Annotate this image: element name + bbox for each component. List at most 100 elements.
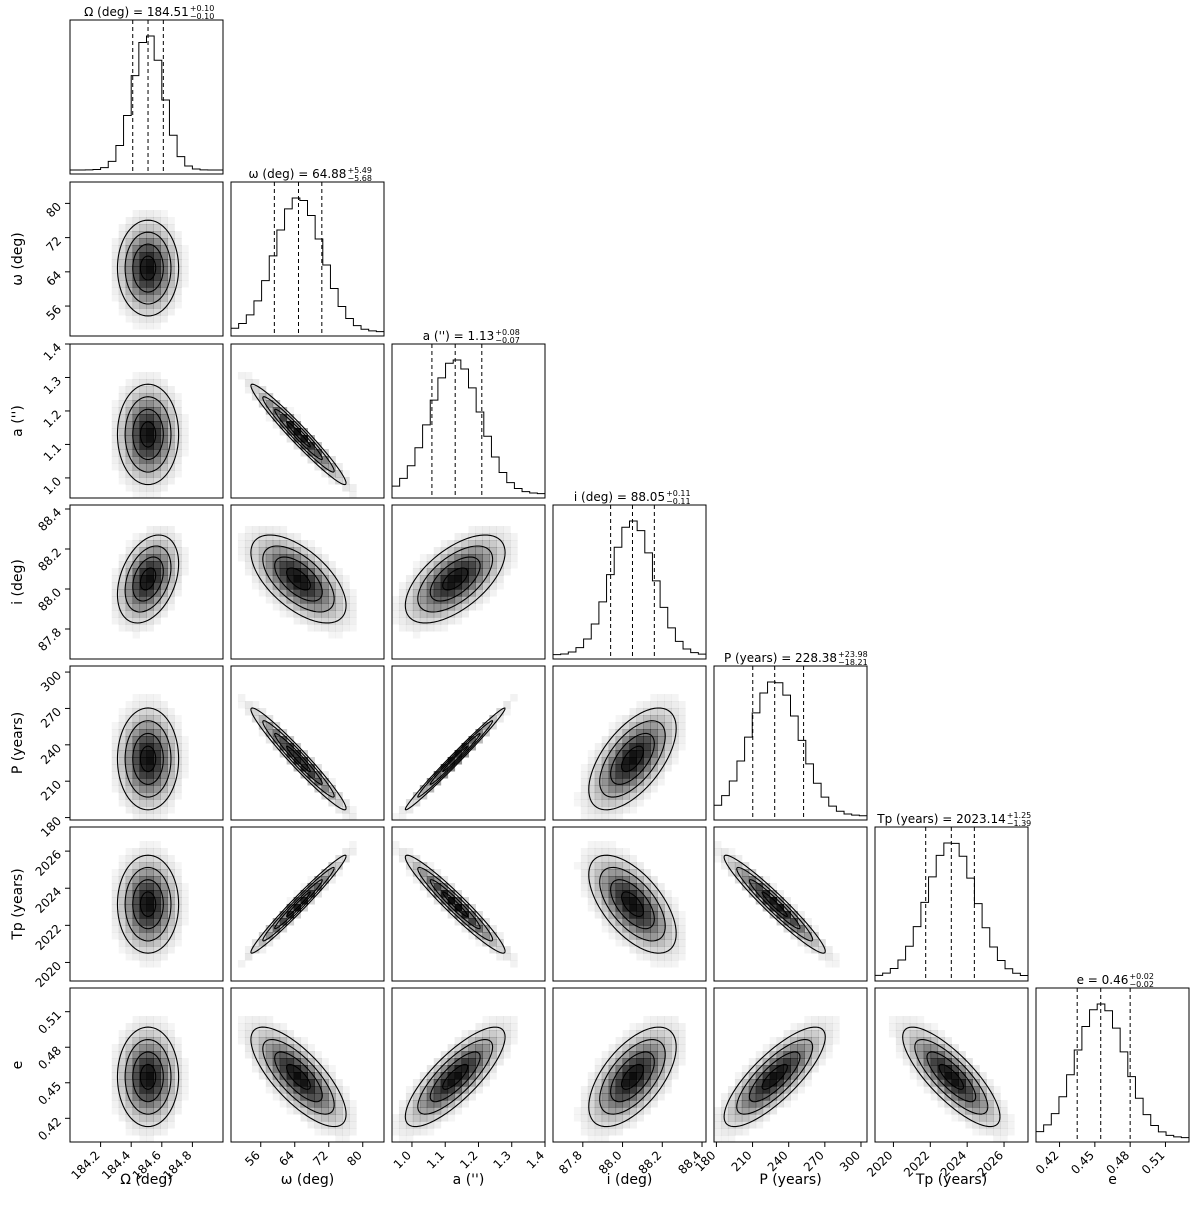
- density-block: [321, 876, 329, 884]
- density-block: [111, 918, 120, 926]
- histogram-title-P: P (years) = 228.38: [724, 651, 837, 665]
- contour-line: [914, 1038, 989, 1115]
- density-block: [468, 932, 476, 940]
- density-block: [930, 1072, 939, 1080]
- density-block: [286, 1030, 295, 1038]
- density-block: [454, 1044, 463, 1052]
- density-block: [958, 1114, 966, 1122]
- density-block: [160, 1086, 168, 1094]
- density-block: [825, 1051, 832, 1059]
- density-block: [286, 1058, 295, 1066]
- histogram-e: e = 0.46 +0.02−0.02: [1035, 972, 1190, 1143]
- density-block: [405, 862, 414, 870]
- density-block: [461, 1065, 469, 1073]
- error-minus-i: −0.11: [666, 497, 691, 506]
- density-block: [258, 400, 267, 408]
- density-block: [167, 799, 175, 807]
- density-block: [650, 960, 658, 968]
- density-block: [314, 568, 322, 576]
- density-block: [146, 813, 154, 820]
- density-block: [769, 1058, 778, 1066]
- density-block: [475, 736, 483, 744]
- density-block: [139, 806, 147, 814]
- density-block: [643, 932, 651, 940]
- density-block: [139, 694, 147, 702]
- density-block: [608, 1128, 617, 1136]
- density-block: [426, 1065, 435, 1073]
- density-block: [237, 554, 246, 562]
- density-block: [468, 918, 476, 926]
- density-block: [146, 273, 154, 281]
- density-block: [139, 1065, 147, 1073]
- density-block: [601, 778, 610, 786]
- density-block: [769, 1107, 778, 1115]
- density-block: [132, 1072, 141, 1080]
- density-block: [321, 1093, 329, 1101]
- density-block: [615, 869, 624, 877]
- density-block: [139, 484, 147, 492]
- density-block: [671, 750, 679, 758]
- density-block: [643, 750, 651, 758]
- density-block: [321, 771, 329, 779]
- density-block: [153, 428, 161, 436]
- density-block: [349, 1121, 357, 1129]
- contour-line: [926, 1051, 977, 1103]
- density-block: [251, 946, 260, 954]
- density-block: [139, 876, 147, 884]
- density-block: [678, 1058, 686, 1066]
- density-block: [776, 1051, 785, 1059]
- density-block: [132, 785, 141, 793]
- density-block: [174, 1044, 182, 1052]
- density-block: [923, 1030, 932, 1038]
- density-block: [510, 1016, 518, 1024]
- density-block: [139, 463, 147, 471]
- density-block: [643, 785, 651, 793]
- density-block: [615, 1058, 624, 1066]
- density-block: [111, 1065, 120, 1073]
- density-block: [447, 554, 456, 562]
- density-block: [454, 1037, 463, 1045]
- density-block: [237, 540, 246, 548]
- density-block: [664, 1079, 672, 1087]
- density-block: [251, 554, 260, 562]
- density-block: [475, 561, 483, 569]
- density-block: [111, 911, 120, 919]
- contour-line: [620, 891, 644, 917]
- density-block: [392, 1128, 400, 1136]
- density-block: [1007, 1128, 1015, 1136]
- density-block: [664, 694, 672, 702]
- density-block: [755, 1072, 764, 1080]
- density-block: [671, 1030, 679, 1038]
- histogram-title-e: e = 0.46: [1077, 973, 1129, 987]
- density-block: [321, 575, 329, 583]
- density-block: [916, 1037, 925, 1045]
- density-block: [132, 449, 141, 457]
- density-block: [272, 582, 281, 590]
- density-block: [727, 1114, 736, 1122]
- density-block: [650, 883, 658, 891]
- density-block: [139, 743, 147, 751]
- density-block: [776, 1044, 785, 1052]
- density-block: [111, 252, 120, 260]
- density-block: [279, 582, 288, 590]
- density-block: [146, 841, 154, 849]
- density-block: [146, 245, 154, 253]
- density-block: [622, 1051, 630, 1059]
- density-block: [503, 526, 511, 534]
- density-block: [594, 764, 603, 772]
- density-block: [650, 1072, 658, 1080]
- density-block: [167, 575, 175, 583]
- density-block: [300, 582, 308, 590]
- density-block: [335, 575, 343, 583]
- density-block: [643, 883, 651, 891]
- density-block: [118, 715, 127, 723]
- density-block: [132, 918, 141, 926]
- density-block: [342, 855, 350, 863]
- density-block: [636, 862, 644, 870]
- density-block: [944, 1107, 952, 1115]
- density-block: [153, 1065, 161, 1073]
- density-block: [664, 904, 672, 912]
- density-block: [174, 400, 182, 408]
- density-block: [300, 1114, 308, 1122]
